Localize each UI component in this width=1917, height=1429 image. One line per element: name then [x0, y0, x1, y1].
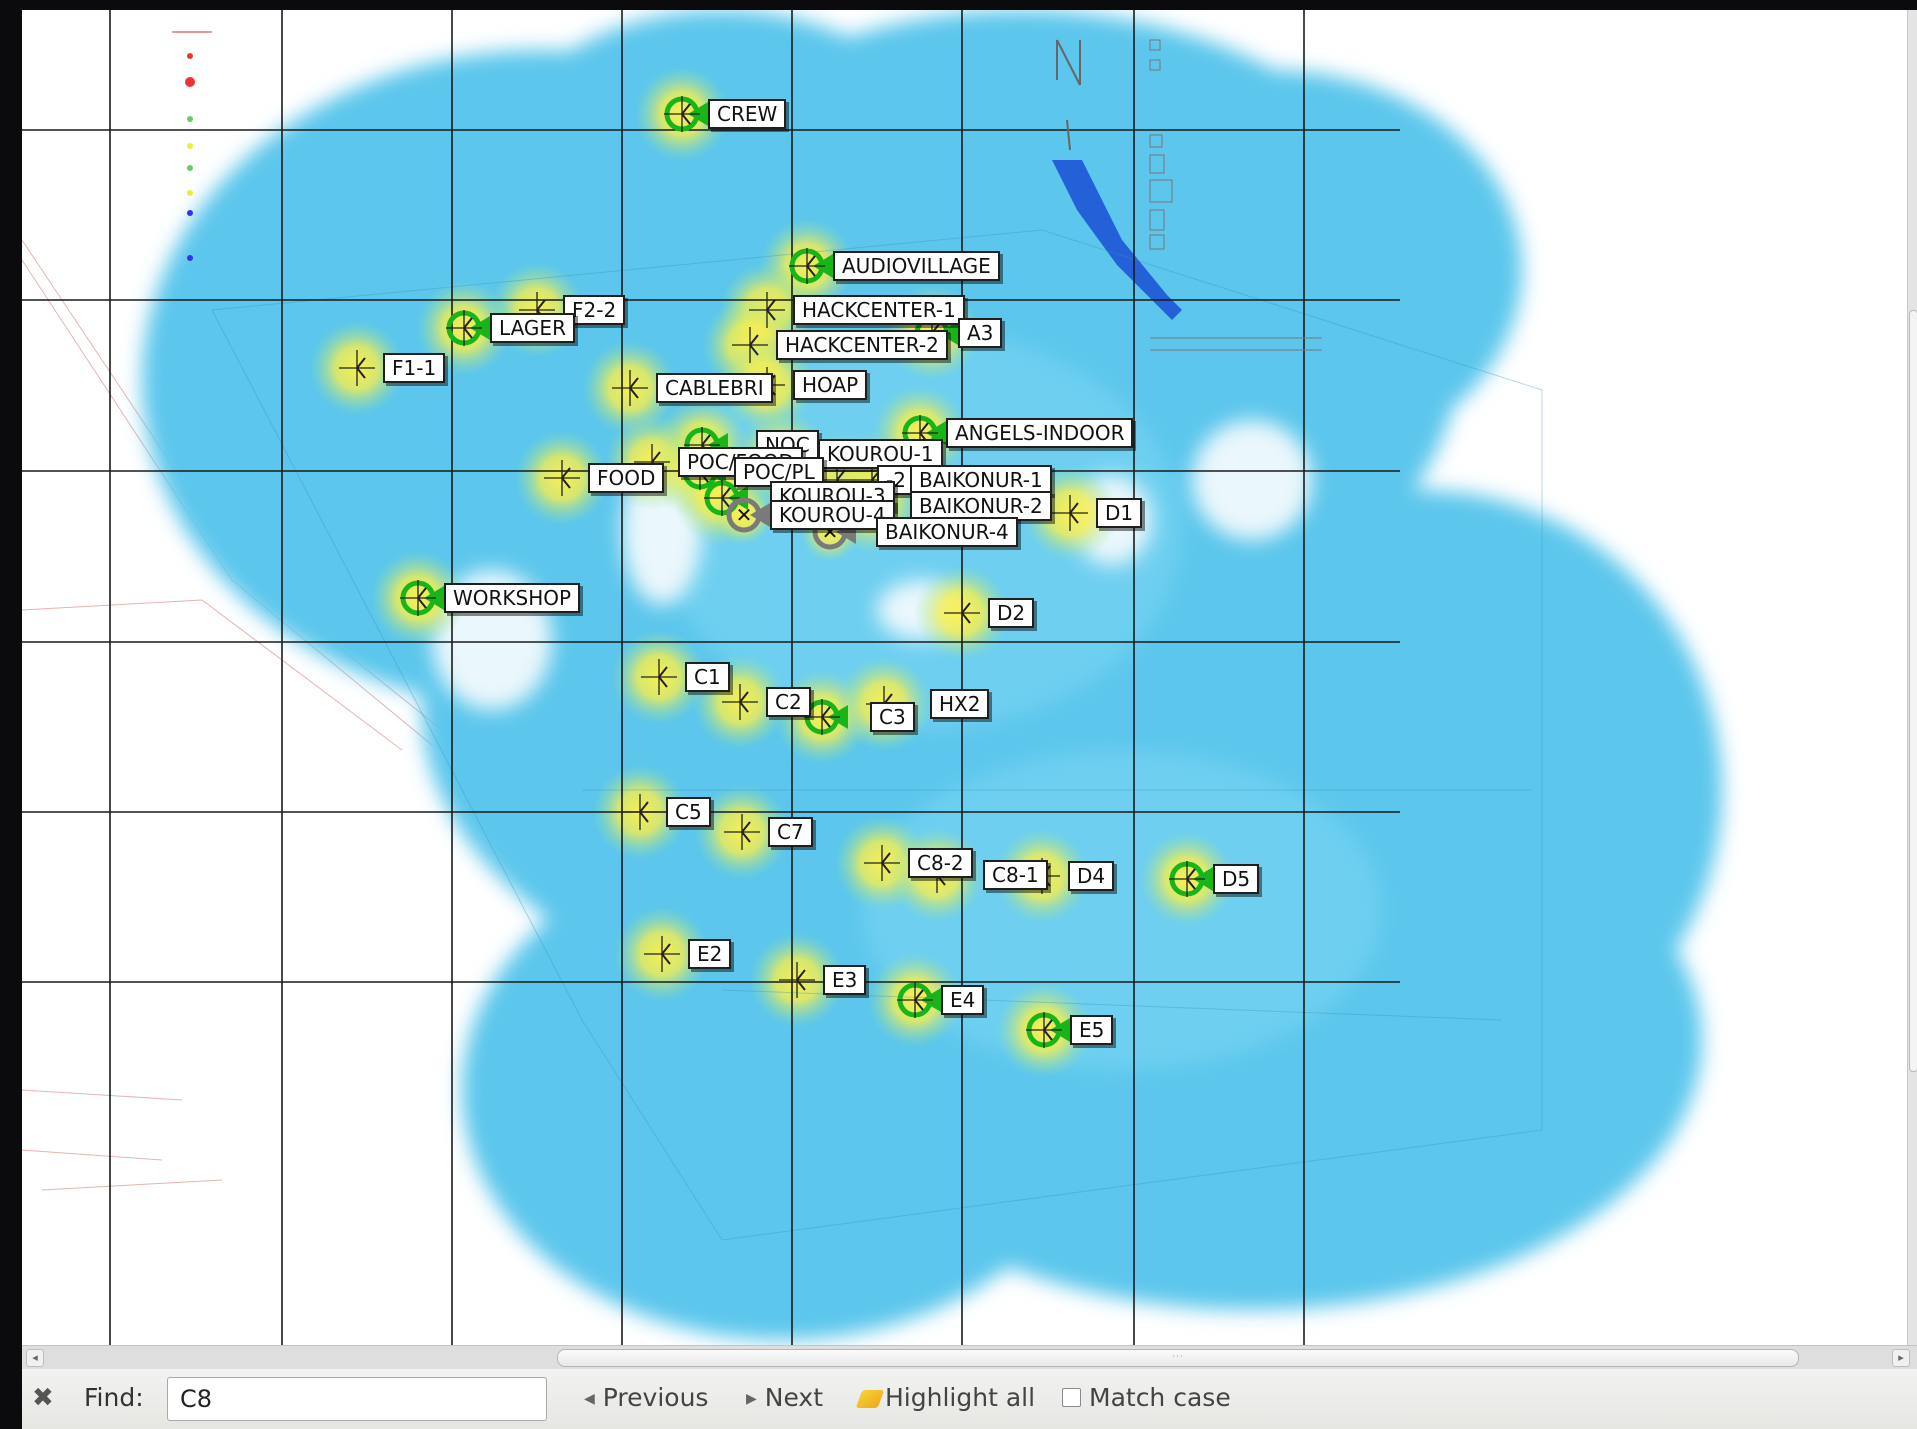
- map-view[interactable]: ✕ ✕ CREW AUDIOVILLAGE HACKCENTER-1 HACKCENTE…: [22, 10, 1907, 1345]
- access-point-marker[interactable]: [779, 962, 815, 998]
- scroll-right-arrow-icon[interactable]: ▸: [1892, 1349, 1910, 1367]
- access-point-label: F2-2: [563, 295, 626, 325]
- access-point-marker[interactable]: [864, 845, 900, 881]
- grid-lines: [22, 10, 1400, 1345]
- access-point-label: E5: [1070, 1015, 1114, 1045]
- next-button-label: Next: [764, 1383, 824, 1412]
- match-case-checkbox[interactable]: Match case: [1062, 1383, 1231, 1412]
- compass-icon: [1056, 39, 1081, 151]
- map-legend: [1149, 39, 1322, 351]
- legend-swatches: [172, 31, 212, 261]
- access-point-marker[interactable]: [664, 96, 708, 132]
- access-point-marker[interactable]: ✕: [726, 497, 770, 533]
- horizontal-scrollbar[interactable]: ◂ ··· ▸: [22, 1345, 1917, 1371]
- access-point-marker[interactable]: [749, 292, 785, 328]
- access-point-label: D5: [1213, 864, 1260, 894]
- access-point-label: C8-2: [908, 848, 973, 878]
- access-point-marker[interactable]: [1169, 861, 1213, 897]
- access-point-marker[interactable]: [724, 814, 760, 850]
- vertical-scrollbar[interactable]: [1907, 10, 1917, 1345]
- access-point-marker[interactable]: [1026, 1012, 1070, 1048]
- access-point-label: KOUROU-4: [770, 500, 895, 530]
- access-point-label: D2: [988, 598, 1035, 628]
- highlight-all-button[interactable]: Highlight all: [855, 1383, 1036, 1412]
- access-point-marker[interactable]: [400, 580, 444, 616]
- match-case-label: Match case: [1089, 1383, 1231, 1412]
- access-point-label: A3: [958, 318, 1003, 348]
- access-point-label: C1: [685, 662, 730, 692]
- access-point-marker[interactable]: [544, 460, 580, 496]
- access-point-label: BAIKONUR-4: [876, 517, 1018, 547]
- access-point-label: KOUROU-1: [818, 439, 943, 469]
- access-point-marker[interactable]: [1052, 495, 1088, 531]
- scroll-left-arrow-icon[interactable]: ◂: [26, 1349, 44, 1367]
- access-point-marker[interactable]: [644, 936, 680, 972]
- access-point-label: C2: [766, 687, 811, 717]
- next-button[interactable]: ▶ Next: [746, 1383, 823, 1412]
- access-point-label: D4: [1068, 861, 1115, 891]
- close-icon[interactable]: ✖: [32, 1383, 54, 1413]
- access-point-label: ANGELS-INDOOR: [946, 418, 1134, 448]
- svg-text:✕: ✕: [736, 503, 753, 527]
- access-point-marker[interactable]: [622, 794, 658, 830]
- access-point-marker[interactable]: [339, 350, 375, 386]
- access-point-label: LAGER: [490, 313, 575, 343]
- access-point-label: HACKCENTER-2: [776, 330, 948, 360]
- previous-button[interactable]: ◀ Previous: [584, 1383, 708, 1412]
- access-point-label: F1-1: [383, 353, 446, 383]
- highlighter-icon: [855, 1390, 885, 1408]
- access-point-label: CABLEBRI: [656, 373, 773, 403]
- access-point-marker[interactable]: [732, 327, 768, 363]
- access-point-marker[interactable]: [612, 370, 648, 406]
- access-point-marker[interactable]: [944, 595, 980, 631]
- vertical-scrollbar-thumb[interactable]: [1909, 310, 1917, 1072]
- app-window: ✕ ✕ CREW AUDIOVILLAGE HACKCENTER-1 HACKCENTE…: [22, 10, 1917, 1429]
- access-point-label: C8-1: [983, 860, 1048, 890]
- access-point-label: C5: [666, 797, 711, 827]
- find-label: Find:: [84, 1383, 144, 1412]
- access-point-label: C3: [870, 702, 915, 732]
- horizontal-scrollbar-thumb[interactable]: ···: [557, 1349, 1799, 1367]
- signal-hotspot: [714, 485, 774, 545]
- heatmap-canvas: ✕✕: [22, 10, 1907, 1345]
- find-input[interactable]: [167, 1377, 547, 1421]
- highlight-all-label: Highlight all: [885, 1383, 1036, 1412]
- previous-button-label: Previous: [602, 1383, 709, 1412]
- access-point-marker[interactable]: [897, 982, 941, 1018]
- triangle-right-icon: ▶: [746, 1391, 757, 1407]
- access-point-marker[interactable]: [789, 248, 833, 284]
- access-point-marker[interactable]: [804, 699, 848, 735]
- access-point-label: E2: [688, 939, 732, 969]
- grip-icon: ···: [1172, 1352, 1184, 1362]
- access-point-label: WORKSHOP: [444, 583, 581, 613]
- find-bar: ✖ Find: ◀ Previous ▶ Next Highlight all Ma…: [22, 1369, 1917, 1429]
- access-point-label: C7: [768, 817, 813, 847]
- access-point-label: HX2: [930, 689, 990, 719]
- access-point-marker[interactable]: [446, 310, 490, 346]
- river: [1052, 160, 1182, 320]
- access-point-label: AUDIOVILLAGE: [833, 251, 1000, 281]
- access-point-label: HOAP: [793, 370, 868, 400]
- access-point-label: E3: [823, 965, 867, 995]
- access-point-label: HACKCENTER-1: [793, 295, 965, 325]
- access-point-marker[interactable]: [641, 659, 677, 695]
- checkbox-icon: [1062, 1388, 1081, 1407]
- triangle-left-icon: ◀: [584, 1391, 595, 1407]
- access-point-marker[interactable]: [722, 684, 758, 720]
- access-point-label: D1: [1096, 498, 1143, 528]
- access-point-label: CREW: [708, 99, 787, 129]
- access-point-label: E4: [941, 985, 985, 1015]
- access-point-marker[interactable]: [704, 480, 748, 516]
- access-point-label: FOOD: [588, 463, 665, 493]
